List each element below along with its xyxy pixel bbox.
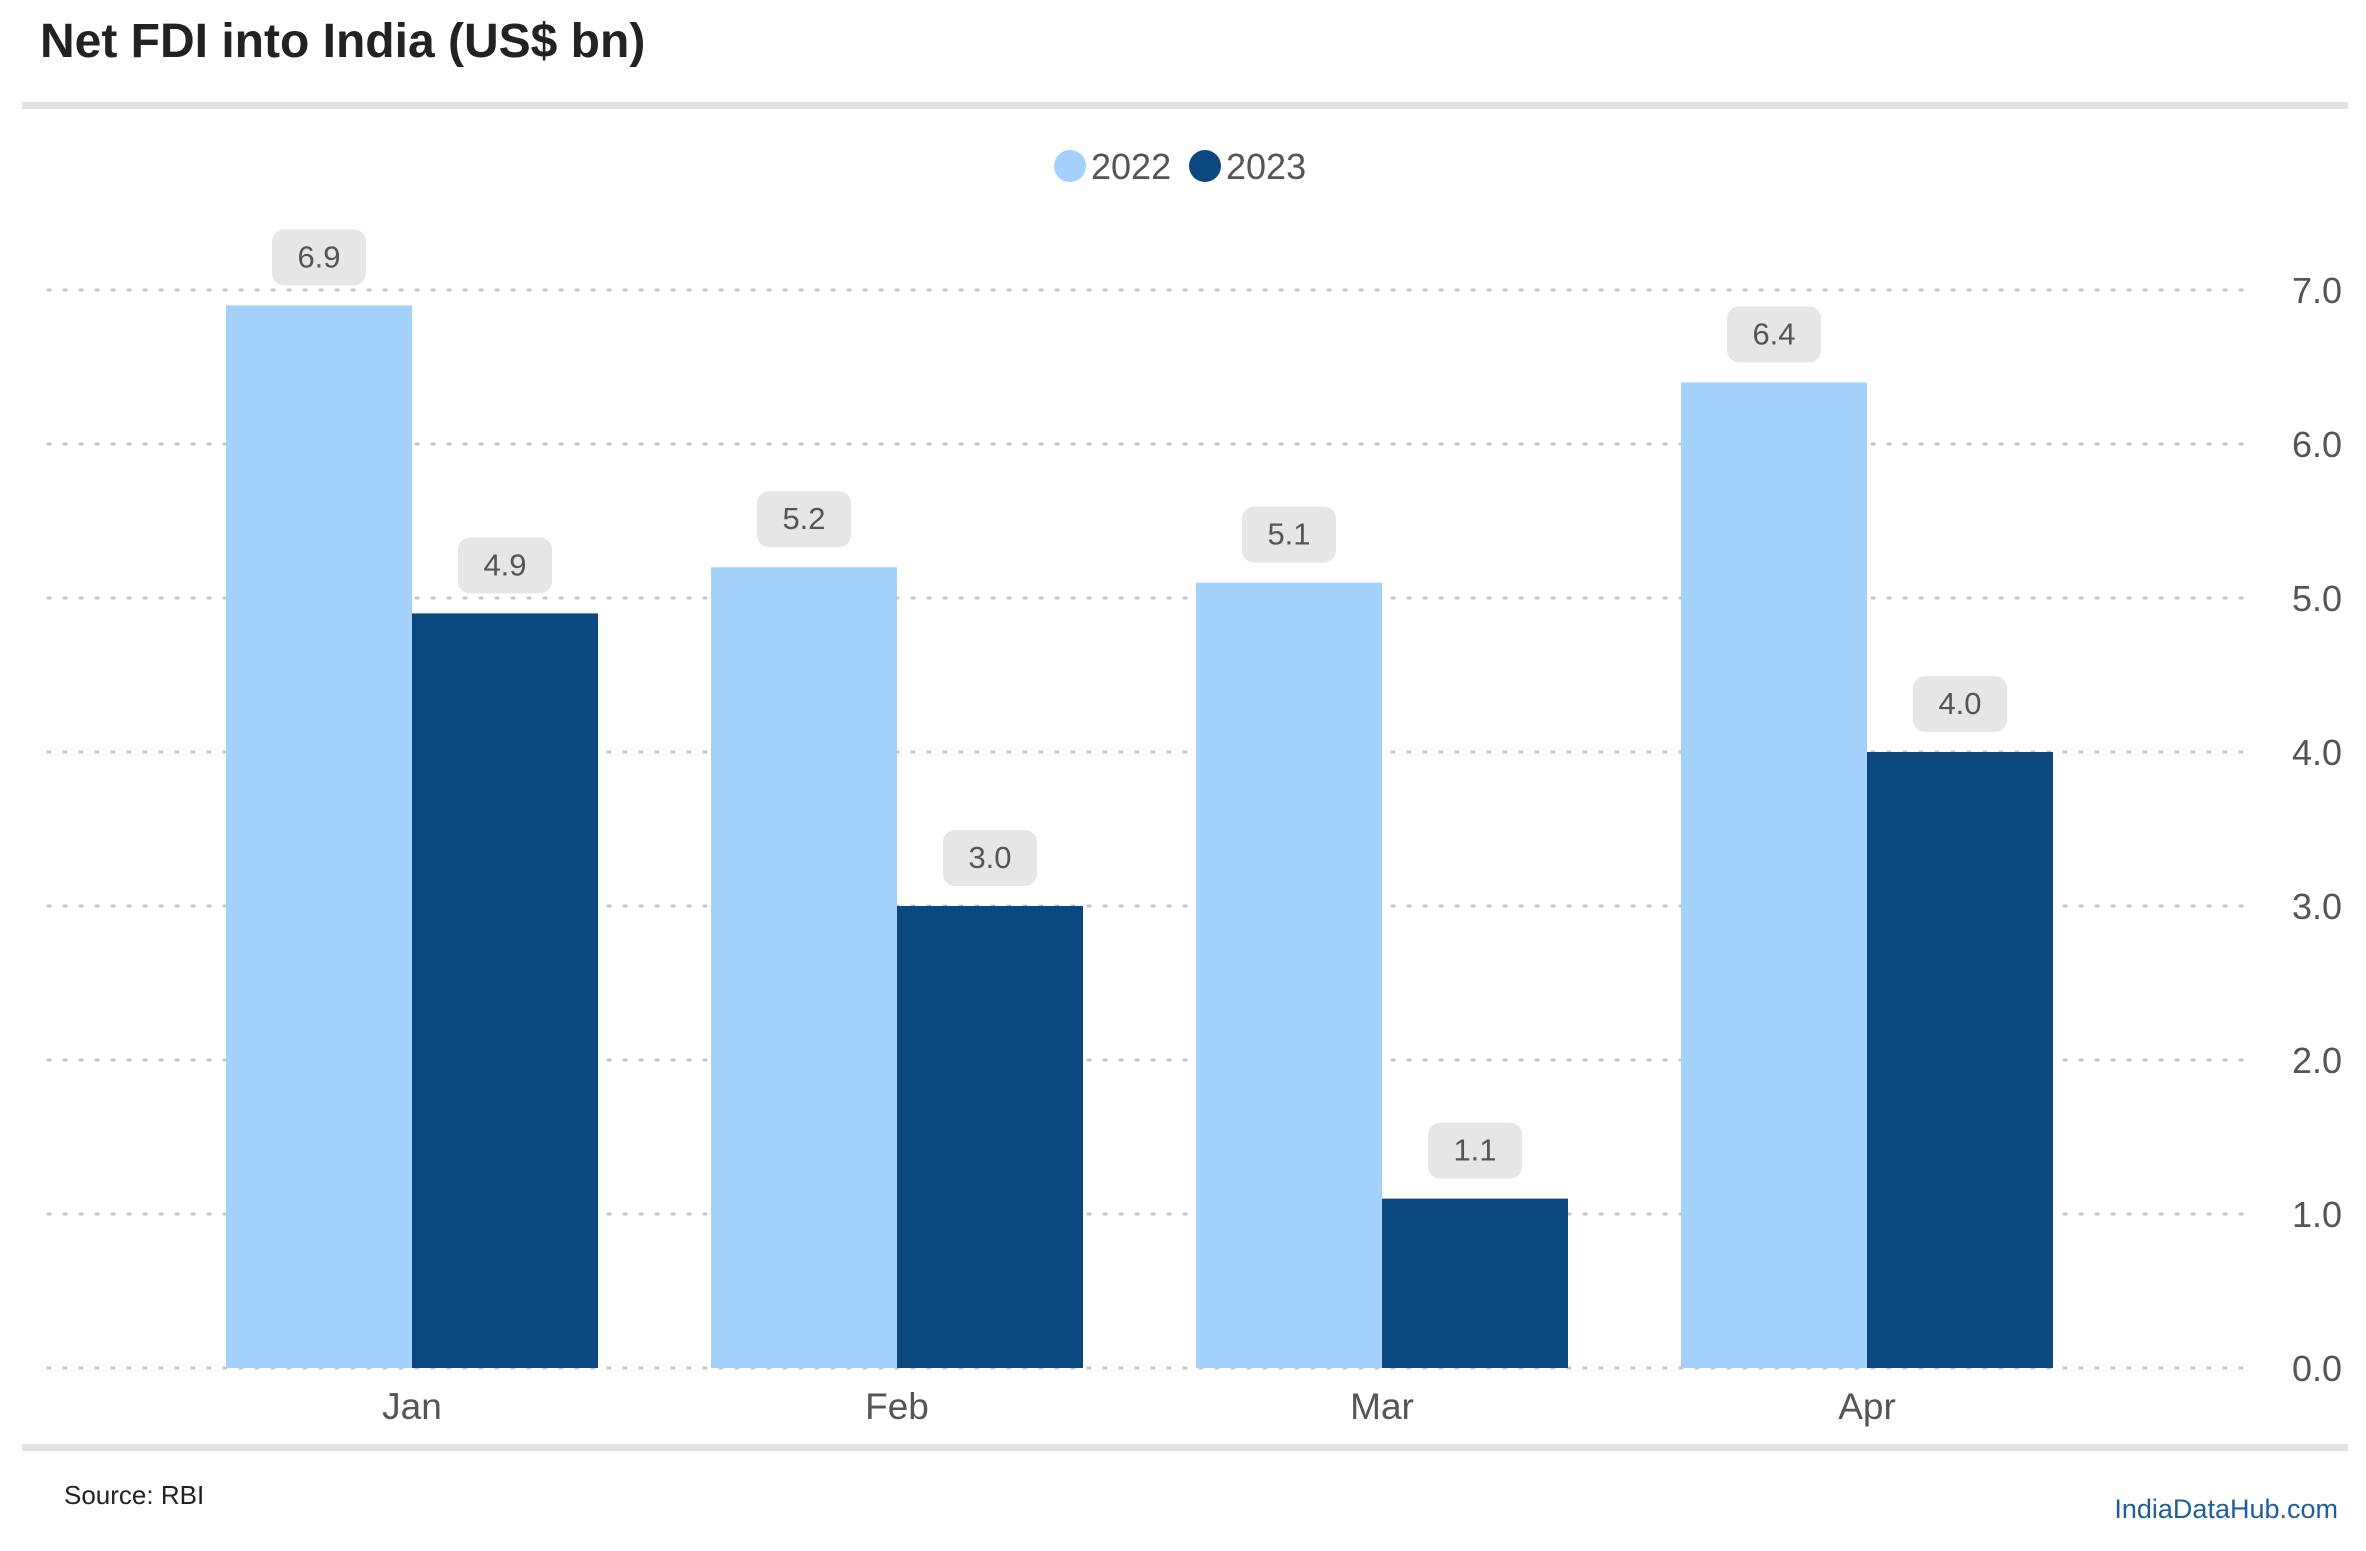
y-tick-label: 5.0 — [2292, 578, 2342, 619]
data-label-box — [272, 229, 366, 286]
data-label-box — [1428, 1122, 1522, 1179]
bar-2023-jan[interactable] — [412, 613, 598, 1368]
data-label: 3.0 — [968, 840, 1011, 875]
y-tick-label: 4.0 — [2292, 732, 2342, 773]
y-tick-label: 7.0 — [2292, 270, 2342, 311]
data-labels: 6.9 4.9 5.2 3.0 5.1 1.1 6.4 4.0 — [272, 229, 2007, 1179]
bar-chart: 6.9 4.9 5.2 3.0 5.1 1.1 6.4 4.0 0.0 1.0 2.0 3.0 4.0… — [46, 146, 2342, 1427]
bar-2023-apr[interactable] — [1867, 752, 2053, 1368]
x-tick-label: Feb — [865, 1386, 929, 1427]
y-tick-label: 3.0 — [2292, 886, 2342, 927]
y-tick-label: 0.0 — [2292, 1348, 2342, 1389]
brand-link[interactable]: IndiaDataHub.com — [2114, 1494, 2338, 1524]
header-divider — [22, 102, 2348, 109]
bar-2023-feb[interactable] — [897, 906, 1083, 1368]
y-axis: 0.0 1.0 2.0 3.0 4.0 5.0 6.0 7.0 — [2292, 270, 2342, 1389]
data-label: 5.2 — [782, 501, 825, 536]
data-label: 6.9 — [297, 239, 340, 274]
data-label-box — [1727, 306, 1821, 363]
data-label-box — [1913, 676, 2007, 732]
x-tick-label: Mar — [1350, 1386, 1414, 1427]
data-label-box — [757, 491, 851, 548]
bar-2022-apr[interactable] — [1681, 382, 1867, 1368]
source-note: Source: RBI — [64, 1480, 205, 1510]
data-label: 5.1 — [1267, 517, 1310, 552]
x-tick-label: Apr — [1838, 1386, 1896, 1427]
y-tick-label: 1.0 — [2292, 1194, 2342, 1235]
legend: 2022 2023 — [1054, 146, 1306, 187]
footer-divider — [22, 1444, 2348, 1451]
legend-label-2022[interactable]: 2022 — [1091, 146, 1171, 187]
legend-swatch-2022[interactable] — [1054, 150, 1086, 182]
data-label: 6.4 — [1752, 316, 1795, 351]
x-axis: Jan Feb Mar Apr — [382, 1386, 1896, 1427]
data-label: 4.9 — [483, 547, 526, 582]
bar-2022-mar[interactable] — [1196, 582, 1382, 1368]
chart-title: Net FDI into India (US$ bn) — [40, 15, 646, 68]
x-tick-label: Jan — [382, 1386, 442, 1427]
data-label-box — [458, 537, 552, 594]
bar-2022-jan[interactable] — [226, 305, 412, 1368]
data-label-box — [1242, 506, 1336, 563]
y-tick-label: 6.0 — [2292, 424, 2342, 465]
legend-swatch-2023[interactable] — [1189, 150, 1221, 182]
data-label: 1.1 — [1453, 1133, 1496, 1168]
bar-2022-feb[interactable] — [711, 567, 897, 1368]
data-label-box — [943, 830, 1037, 886]
legend-label-2023[interactable]: 2023 — [1226, 146, 1306, 187]
bar-2023-mar[interactable] — [1382, 1198, 1568, 1368]
bars — [226, 305, 2053, 1368]
y-tick-label: 2.0 — [2292, 1040, 2342, 1081]
data-label: 4.0 — [1938, 686, 1981, 721]
